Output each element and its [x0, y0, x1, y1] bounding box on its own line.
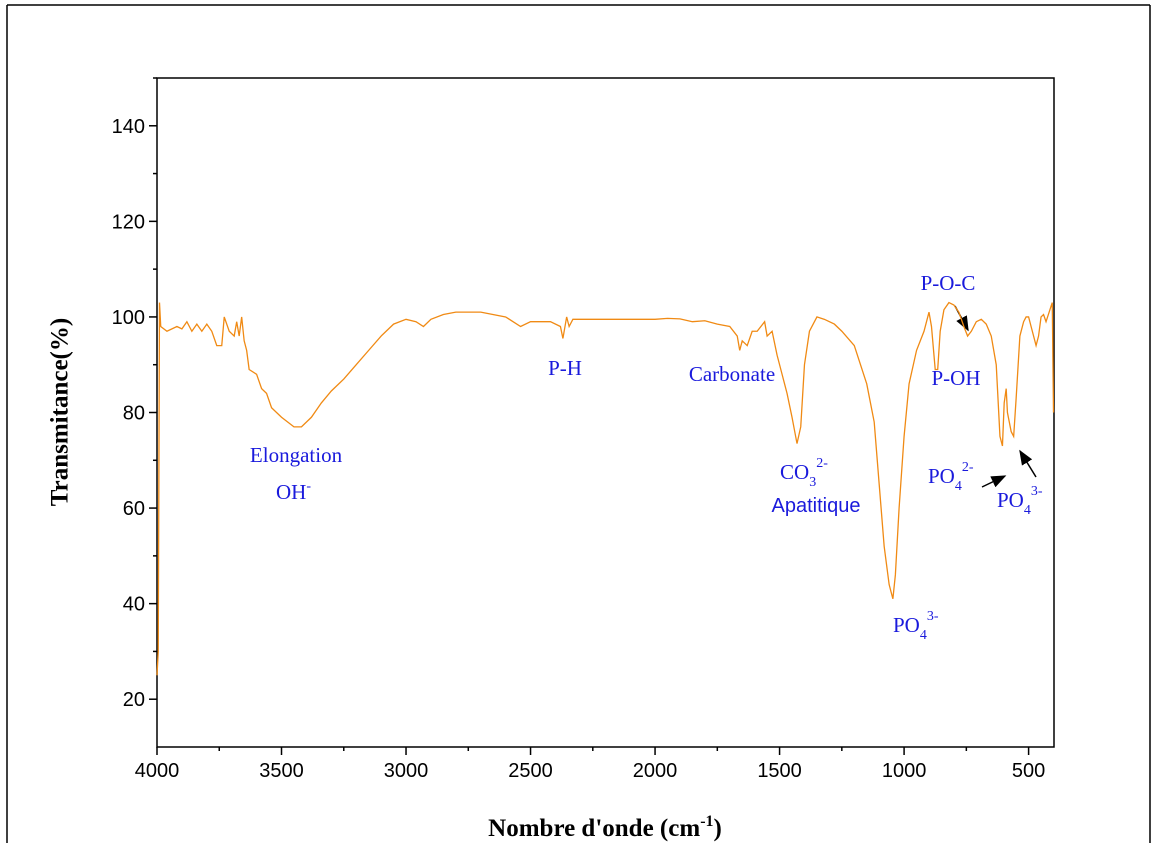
annotation-text: PO	[928, 464, 955, 488]
annotation: Elongation	[250, 443, 343, 467]
annotation: Apatitique	[772, 495, 861, 517]
annotation: PO43-	[997, 484, 1043, 518]
x-tick-label: 3500	[259, 760, 304, 782]
annotation-text: CO	[780, 460, 809, 484]
annotation: P-H	[548, 356, 582, 380]
annotation: PO42-	[928, 460, 974, 494]
x-tick-label: 1000	[882, 760, 927, 782]
annotation-text: P-O-C	[921, 271, 976, 295]
annotation-text: OH	[276, 480, 306, 504]
x-tick-label: 4000	[135, 760, 180, 782]
y-tick-label: 140	[112, 116, 145, 138]
annotation-sup: -	[306, 479, 311, 494]
annotation: CO32-	[780, 456, 828, 490]
annotation-text: PO	[893, 613, 920, 637]
annotation: P-O-C	[921, 271, 976, 295]
x-tick-label: 500	[1012, 760, 1045, 782]
annotation-sub: 3	[809, 475, 816, 490]
y-tick-label: 60	[123, 498, 145, 520]
annotation: OH-	[276, 479, 311, 504]
x-tick-label: 1500	[757, 760, 802, 782]
annotation-sup: 2-	[816, 456, 828, 471]
y-tick-label: 20	[123, 689, 145, 711]
annotation-sub: 4	[920, 628, 927, 643]
annotation: Carbonate	[689, 362, 775, 386]
y-tick-label: 40	[123, 594, 145, 616]
y-axis-label: Transmitance(%)	[47, 318, 74, 506]
annotation-sup: 2-	[962, 460, 974, 475]
annotation-text: P-OH	[931, 366, 980, 390]
annotation-text: Carbonate	[689, 362, 775, 386]
annotation-text: PO	[997, 488, 1024, 512]
y-tick-label: 120	[112, 211, 145, 233]
annotation-text: Apatitique	[772, 495, 861, 517]
x-tick-label: 3000	[384, 760, 429, 782]
x-tick-label: 2000	[633, 760, 678, 782]
annotation-text: Elongation	[250, 443, 343, 467]
y-tick-label: 100	[112, 307, 145, 329]
y-tick-label: 80	[123, 403, 145, 425]
annotation-text: P-H	[548, 356, 582, 380]
annotation-sup: 3-	[927, 609, 939, 624]
plot-area	[156, 77, 1055, 748]
annotation: PO43-	[893, 609, 939, 643]
annotation-sub: 4	[1024, 503, 1031, 518]
x-axis-label: Nombre d'onde (cm-1)	[488, 813, 722, 842]
x-tick-label: 2500	[508, 760, 553, 782]
annotation: P-OH	[931, 366, 980, 390]
annotation-sub: 4	[955, 479, 962, 494]
frame	[6, 4, 1151, 843]
spectrum-line	[156, 301, 1055, 676]
annotation-sup: 3-	[1031, 484, 1043, 499]
